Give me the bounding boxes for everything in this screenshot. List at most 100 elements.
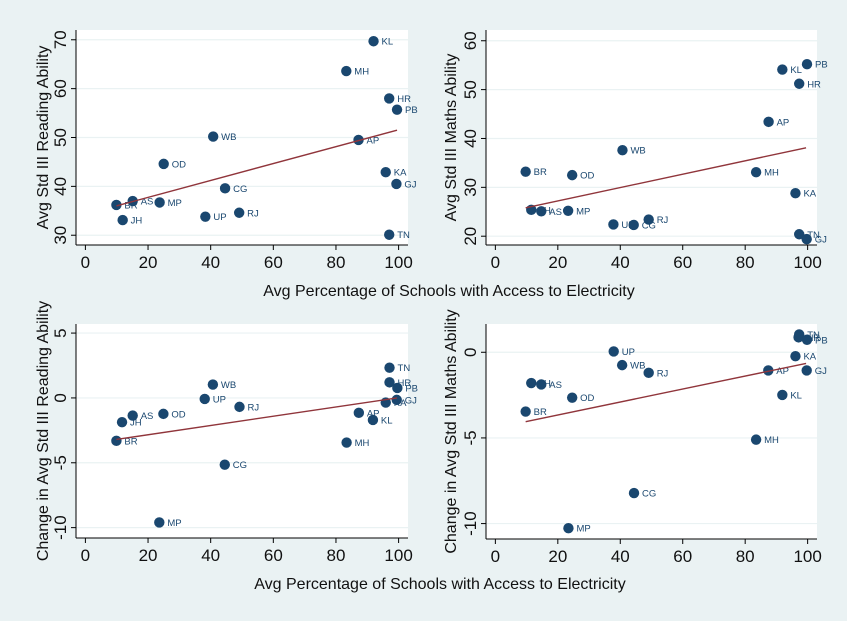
x-tick-label: 0	[491, 253, 500, 272]
data-point-as	[536, 379, 547, 390]
x-tick-label: 60	[673, 547, 692, 566]
data-point-mh	[341, 437, 352, 448]
y-tick-label: 60	[461, 31, 480, 50]
x-tick-label: 0	[491, 547, 500, 566]
data-point-wb	[617, 145, 628, 156]
data-point-wb	[616, 359, 628, 371]
data-point-cg	[219, 183, 231, 194]
point-label-br: BR	[124, 436, 137, 447]
x-tick-label: 40	[611, 547, 630, 566]
data-point-br	[520, 406, 531, 417]
x-tick-label: 100	[384, 253, 412, 272]
data-point-tn	[794, 229, 805, 240]
data-point-wb	[207, 131, 219, 142]
point-label-hr: HR	[807, 333, 821, 344]
point-label-ka: KA	[394, 398, 407, 409]
data-point-ka	[790, 188, 801, 199]
fit-line	[525, 362, 807, 423]
point-label-pb: PB	[405, 105, 418, 116]
y-tick-label: 30	[461, 178, 480, 197]
data-point-up	[608, 219, 619, 230]
y-tick-label: -10	[51, 515, 70, 540]
point-label-kl: KL	[790, 65, 802, 76]
data-point-gj	[391, 394, 402, 406]
x-tick-label: 60	[264, 546, 283, 565]
data-point-hr	[794, 78, 805, 89]
point-label-hr: HR	[807, 79, 821, 90]
data-point-mh	[750, 434, 762, 445]
data-point-hr	[384, 93, 395, 104]
y-axis-title: Change in Avg Std III Reading Ability	[35, 301, 52, 561]
panel-top-left: 30 40 50 60 70 0 20 40 60 80 100 Avg Std III Readin…	[35, 30, 418, 272]
data-point-rj	[643, 367, 654, 379]
point-label-kl: KL	[790, 390, 802, 401]
x-tick-label: 20	[548, 547, 567, 566]
point-label-jh: JH	[131, 216, 143, 227]
point-label-ap: AP	[776, 366, 789, 377]
data-point-mh	[341, 65, 352, 77]
point-label-rj: RJ	[247, 402, 259, 413]
data-point-hr	[793, 332, 804, 343]
point-label-kl: KL	[382, 37, 394, 48]
point-label-rj: RJ	[657, 215, 669, 226]
data-point-kl	[367, 414, 379, 426]
data-point-od	[566, 169, 578, 181]
y-tick-label: 0	[461, 348, 480, 357]
x-tick-label: 0	[81, 546, 90, 565]
point-label-up: UP	[621, 220, 634, 231]
point-label-tn: TN	[807, 230, 820, 241]
data-point-tn	[384, 362, 395, 373]
point-label-up: UP	[213, 394, 226, 405]
data-point-rj	[234, 401, 245, 413]
x-tick-label: 60	[673, 253, 692, 272]
y-tick-label: 5	[51, 328, 70, 337]
data-point-mp	[563, 523, 574, 534]
data-point-rj	[643, 214, 654, 225]
point-label-mp: MP	[167, 518, 181, 529]
data-point-up	[199, 393, 210, 405]
point-label-cg: CG	[642, 220, 656, 231]
x-tick-label: 40	[611, 253, 630, 272]
data-point-mp	[154, 197, 165, 208]
data-point-hr	[384, 377, 395, 388]
data-point-gj	[391, 178, 402, 190]
data-point-kl	[368, 36, 379, 47]
data-point-br	[111, 435, 122, 447]
point-label-ka: KA	[803, 189, 816, 200]
x-tick-label: 0	[81, 253, 90, 272]
point-label-br: BR	[534, 407, 547, 418]
data-point-jh	[116, 416, 128, 428]
point-label-pb: PB	[815, 335, 828, 346]
y-tick-label: 40	[461, 129, 480, 148]
y-axis-title: Avg Std III Maths Ability	[443, 54, 460, 222]
data-point-pb	[392, 382, 403, 394]
point-label-mp: MP	[168, 198, 182, 209]
x-tick-label: 100	[793, 253, 821, 272]
data-point-jh	[117, 214, 128, 226]
x-tick-label: 100	[384, 546, 412, 565]
data-point-cg	[628, 219, 639, 231]
data-point-ap	[763, 365, 774, 376]
point-label-up: UP	[622, 347, 635, 358]
point-label-cg: CG	[642, 489, 656, 500]
point-label-ap: AP	[367, 135, 380, 146]
data-point-ka	[380, 166, 391, 178]
data-point-pb	[391, 104, 403, 115]
y-tick-label: 50	[461, 80, 480, 99]
point-label-tn: TN	[397, 230, 410, 241]
data-point-pb	[801, 59, 813, 70]
data-point-ap	[353, 407, 365, 419]
panel-top-right: 20 30 40 50 60 0 20 40 60 80 100 Avg Std III Maths …	[443, 30, 828, 272]
point-label-mh: MH	[354, 67, 369, 78]
y-tick-label: -10	[461, 511, 480, 536]
x-axis-title-top: Avg Percentage of Schools with Access to…	[263, 283, 634, 300]
point-label-mh: MH	[764, 168, 779, 179]
point-label-cg: CG	[233, 460, 247, 471]
y-tick-label: 20	[461, 227, 480, 246]
point-label-mh: MH	[355, 438, 370, 449]
point-label-wb: WB	[630, 146, 645, 157]
data-point-as	[536, 206, 547, 217]
data-point-od	[158, 158, 169, 170]
point-label-hr: HR	[398, 378, 412, 389]
data-point-mp	[154, 517, 165, 528]
